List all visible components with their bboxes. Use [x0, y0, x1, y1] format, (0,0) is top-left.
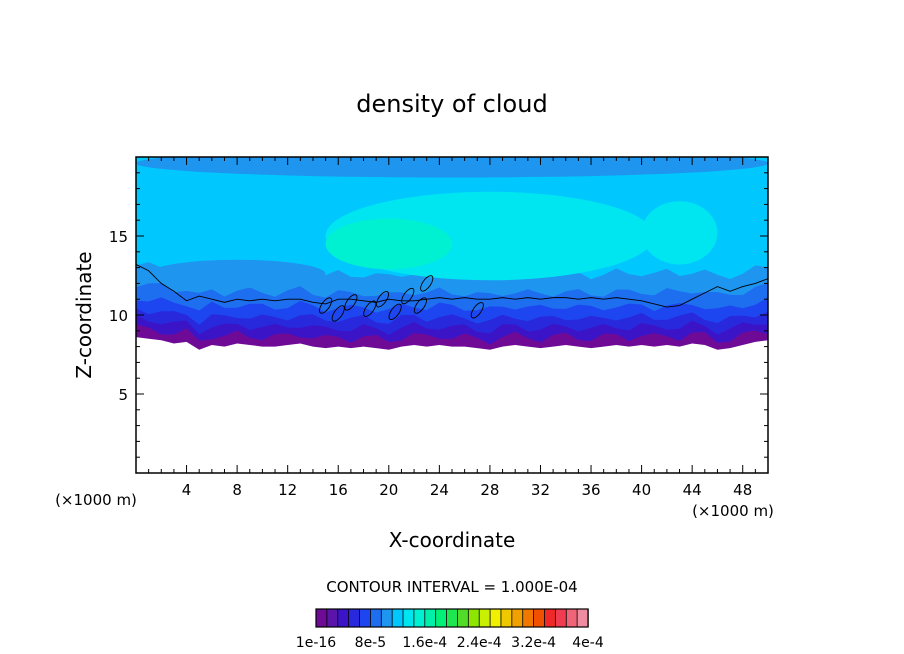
colorbar-swatch	[457, 608, 470, 628]
x-unit-right: (×1000 m)	[692, 502, 774, 520]
x-tick-label: 28	[480, 481, 499, 499]
x-tick-label: 36	[581, 481, 600, 499]
colorbar-swatch	[500, 608, 513, 628]
x-unit-left: (×1000 m)	[55, 491, 137, 509]
colorbar-swatch	[326, 608, 339, 628]
colorbar-swatch	[446, 608, 459, 628]
colorbar-swatch	[533, 608, 546, 628]
colorbar-tick-label: 1.6e-4	[402, 635, 447, 651]
colorbar-swatch	[565, 608, 578, 628]
colorbar-frame	[315, 608, 589, 628]
x-tick-label: 40	[632, 481, 651, 499]
density-blob	[136, 164, 201, 260]
contour-swirl	[470, 302, 484, 319]
colorbar-tick-label: 3.2e-4	[511, 635, 556, 651]
plot-area	[136, 157, 768, 473]
colorbar-swatch	[337, 608, 350, 628]
y-axis: 5 10 15	[109, 172, 768, 458]
colorbar-swatch	[380, 608, 393, 628]
x-tick-label: 12	[278, 481, 297, 499]
colorbar-swatch	[348, 608, 361, 628]
x-axis: 4 8 12 16 20 24 28 32 36 40 44 48	[148, 157, 756, 499]
colorbar-tick-label: 8e-5	[355, 635, 386, 651]
x-tick-label: 20	[379, 481, 398, 499]
colorbar-swatch	[522, 608, 535, 628]
cloud-density-blobs	[136, 157, 768, 289]
x-tick-label: 24	[430, 481, 449, 499]
colorbar-swatch	[435, 608, 448, 628]
contour-swirl	[319, 297, 333, 314]
colorbar-swatch	[576, 608, 589, 628]
x-tick-label: 44	[683, 481, 702, 499]
contour-swirl	[331, 305, 345, 322]
contour-swirl	[388, 303, 402, 321]
colorbar-labels: 1e-16 8e-5 1.6e-4 2.4e-4 3.2e-4 4e-4	[296, 635, 604, 651]
x-tick-label: 4	[182, 481, 192, 499]
contour-line	[136, 264, 768, 308]
colorbar-swatch	[391, 608, 404, 628]
density-blob	[641, 201, 718, 265]
x-tick-label: 16	[329, 481, 348, 499]
colorbar-swatch	[544, 608, 557, 628]
colorbar-swatch	[402, 608, 415, 628]
colorbar-swatch	[424, 608, 437, 628]
density-blob	[148, 259, 326, 289]
y-tick-label: 15	[109, 228, 128, 246]
colorbar-swatch	[478, 608, 491, 628]
x-tick-label: 8	[232, 481, 242, 499]
y-tick-label: 10	[109, 307, 128, 325]
contour-swirl	[420, 275, 434, 292]
density-blob	[136, 157, 768, 178]
contour-swirl	[401, 287, 415, 305]
colorbar	[315, 608, 589, 628]
colorbar-swatch	[489, 608, 502, 628]
colorbar-tick-label: 1e-16	[296, 635, 336, 651]
contour-interval-label: CONTOUR INTERVAL = 1.000E-04	[326, 578, 577, 596]
y-axis-label: Z-coordinate	[72, 251, 96, 378]
colorbar-tick-label: 4e-4	[572, 635, 604, 651]
contour-swirl	[413, 297, 427, 314]
contour-swirl	[375, 291, 390, 308]
contour-swirl	[344, 294, 358, 311]
colorbar-swatch	[359, 608, 372, 628]
colorbar-swatch	[413, 608, 426, 628]
contour-swirl	[363, 300, 377, 317]
colorbar-tick-label: 2.4e-4	[457, 635, 502, 651]
x-axis-label: X-coordinate	[389, 528, 516, 552]
density-blob	[325, 218, 452, 270]
contour-swirls	[319, 275, 484, 322]
x-tick-label: 32	[531, 481, 550, 499]
colorbar-swatch	[511, 608, 524, 628]
y-tick-label: 5	[118, 386, 128, 404]
colorbar-swatch	[315, 608, 328, 628]
chart-title: density of cloud	[356, 90, 547, 118]
colorbar-swatch	[369, 608, 382, 628]
colorbar-swatch	[467, 608, 480, 628]
x-tick-label: 48	[733, 481, 752, 499]
colorbar-swatch	[554, 608, 567, 628]
